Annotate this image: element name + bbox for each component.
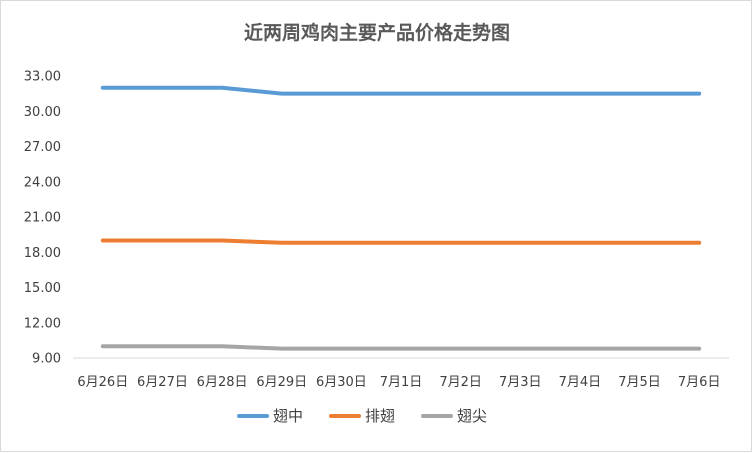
legend: 翅中 排翅 翅尖 <box>239 407 487 425</box>
series-line-0 <box>103 88 699 94</box>
series-lines <box>103 88 699 349</box>
legend-label-0: 翅中 <box>273 407 303 425</box>
x-tick-label: 7月3日 <box>499 375 542 390</box>
series-line-2 <box>103 346 699 348</box>
y-tick-label: 12.00 <box>24 316 61 331</box>
x-tick-label: 7月5日 <box>618 375 661 390</box>
x-tick-label: 6月27日 <box>137 375 188 390</box>
y-tick-label: 33.00 <box>24 70 61 85</box>
y-tick-label: 24.00 <box>24 175 61 190</box>
x-tick-label: 6月29日 <box>256 375 307 390</box>
y-tick-label: 18.00 <box>24 246 61 261</box>
y-tick-label: 9.00 <box>32 352 61 367</box>
legend-label-1: 排翅 <box>365 407 395 425</box>
x-tick-label: 7月2日 <box>439 375 482 390</box>
y-axis-ticks: 9.00 12.00 15.00 18.00 21.00 24.00 27.00 30.00 3… <box>24 70 61 367</box>
x-tick-label: 7月1日 <box>380 375 423 390</box>
y-tick-label: 21.00 <box>24 211 61 226</box>
series-line-1 <box>103 241 699 243</box>
legend-label-2: 翅尖 <box>457 407 487 425</box>
chart-title: 近两周鸡肉主要产品价格走势图 <box>244 21 510 44</box>
x-tick-label: 7月6日 <box>678 375 721 390</box>
x-tick-label: 6月28日 <box>197 375 248 390</box>
y-tick-label: 15.00 <box>24 281 61 296</box>
y-tick-label: 27.00 <box>24 140 61 155</box>
y-tick-label: 30.00 <box>24 105 61 120</box>
x-axis-ticks: 6月26日 6月27日 6月28日 6月29日 6月30日 7月1日 7月2日 7月3日 7月4… <box>77 375 720 390</box>
x-tick-label: 6月26日 <box>77 375 128 390</box>
x-tick-label: 6月30日 <box>316 375 367 390</box>
x-tick-label: 7月4日 <box>559 375 602 390</box>
